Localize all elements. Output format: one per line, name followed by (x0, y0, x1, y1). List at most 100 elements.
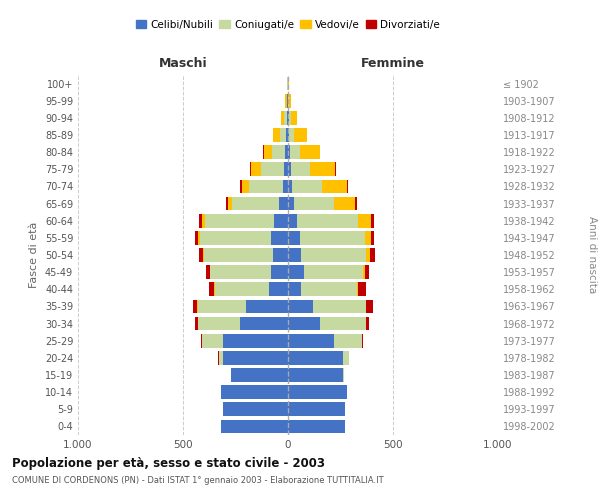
Bar (295, 196, 334, 210)
Text: COMUNE DI CORDENONS (PN) - Dati ISTAT 1° gennaio 2003 - Elaborazione TUTTITALIA.: COMUNE DI CORDENONS (PN) - Dati ISTAT 1°… (12, 476, 383, 485)
Bar (246, 300, 288, 314)
Bar (292, 180, 322, 194)
Bar (206, 266, 209, 279)
Bar (215, 282, 269, 296)
Bar (274, 214, 288, 228)
Bar (358, 282, 366, 296)
Bar (288, 128, 289, 142)
Bar (249, 180, 283, 194)
Bar (298, 214, 358, 228)
Text: Femmine: Femmine (361, 57, 425, 70)
Bar (288, 214, 298, 228)
Bar (310, 162, 335, 176)
Bar (274, 128, 280, 142)
Bar (226, 196, 228, 210)
Bar (286, 94, 287, 108)
Bar (228, 196, 232, 210)
Bar (288, 180, 292, 194)
Bar (285, 146, 288, 159)
Bar (347, 180, 349, 194)
Legend: Celibi/Nubili, Coniugati/e, Vedovi/e, Divorziati/e: Celibi/Nubili, Coniugati/e, Vedovi/e, Di… (131, 16, 445, 34)
Bar (365, 231, 371, 244)
Bar (232, 196, 278, 210)
Bar (283, 180, 288, 194)
Bar (320, 316, 366, 330)
Bar (194, 316, 198, 330)
Bar (299, 231, 365, 244)
Bar (221, 420, 288, 434)
Bar (335, 162, 337, 176)
Bar (370, 248, 375, 262)
Bar (288, 402, 344, 416)
Bar (293, 128, 307, 142)
Bar (288, 266, 304, 279)
Bar (223, 334, 288, 347)
Bar (260, 162, 284, 176)
Y-axis label: Fasce di età: Fasce di età (29, 222, 39, 288)
Bar (291, 111, 297, 124)
Bar (334, 334, 361, 347)
Bar (290, 146, 299, 159)
Bar (288, 248, 301, 262)
Bar (223, 351, 288, 364)
Text: Anni di nascita: Anni di nascita (587, 216, 597, 294)
Bar (288, 386, 347, 399)
Bar (286, 128, 288, 142)
Bar (199, 248, 203, 262)
Bar (288, 146, 290, 159)
Bar (209, 282, 214, 296)
Bar (205, 214, 274, 228)
Bar (242, 180, 249, 194)
Bar (288, 162, 291, 176)
Bar (240, 316, 288, 330)
Bar (202, 334, 223, 347)
Bar (343, 368, 344, 382)
Bar (272, 146, 285, 159)
Bar (287, 94, 288, 108)
Bar (199, 214, 202, 228)
Bar (278, 196, 288, 210)
Bar (204, 248, 274, 262)
Bar (343, 351, 349, 364)
Bar (287, 111, 288, 124)
Bar (288, 420, 344, 434)
Bar (203, 248, 204, 262)
Bar (313, 300, 366, 314)
Bar (202, 214, 205, 228)
Bar (288, 351, 343, 364)
Bar (232, 368, 288, 382)
Bar (193, 300, 197, 314)
Bar (288, 368, 343, 382)
Bar (301, 282, 358, 296)
Bar (291, 162, 310, 176)
Bar (288, 196, 295, 210)
Bar (358, 214, 371, 228)
Bar (322, 180, 347, 194)
Text: Maschi: Maschi (158, 57, 208, 70)
Bar (210, 266, 271, 279)
Bar (288, 231, 299, 244)
Bar (264, 146, 272, 159)
Bar (284, 111, 287, 124)
Bar (367, 300, 373, 314)
Bar (269, 282, 288, 296)
Bar (194, 231, 198, 244)
Bar (271, 266, 288, 279)
Bar (371, 214, 374, 228)
Bar (362, 266, 365, 279)
Bar (288, 111, 289, 124)
Bar (200, 231, 271, 244)
Bar (201, 334, 202, 347)
Bar (274, 248, 288, 262)
Bar (288, 334, 334, 347)
Text: Popolazione per età, sesso e stato civile - 2003: Popolazione per età, sesso e stato civil… (12, 458, 325, 470)
Bar (198, 231, 200, 244)
Bar (301, 248, 366, 262)
Bar (218, 351, 223, 364)
Bar (304, 266, 362, 279)
Bar (365, 266, 369, 279)
Bar (251, 162, 260, 176)
Bar (281, 111, 284, 124)
Bar (366, 300, 367, 314)
Bar (366, 316, 369, 330)
